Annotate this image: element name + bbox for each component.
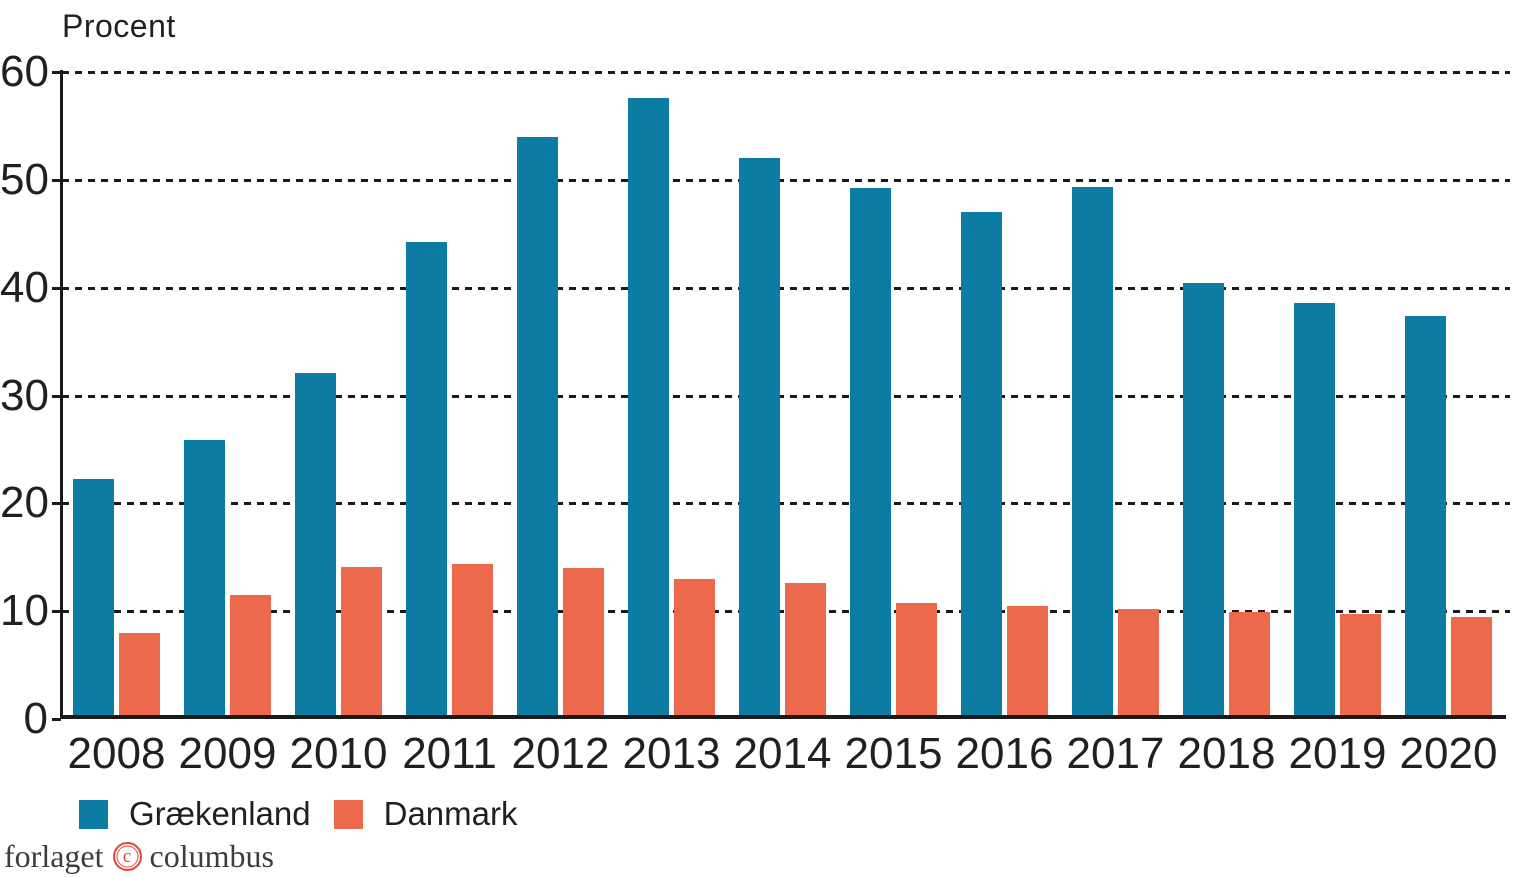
bar-grækenland-2015 <box>850 188 891 719</box>
y-tick-label-40: 40 <box>0 262 49 312</box>
bar-danmark-2018 <box>1229 612 1270 719</box>
bar-danmark-2008 <box>119 633 160 719</box>
y-tick-label-50: 50 <box>0 154 49 204</box>
bar-danmark-2020 <box>1451 617 1492 719</box>
bar-danmark-2009 <box>230 595 271 719</box>
y-axis-line <box>60 70 63 719</box>
bar-grækenland-2018 <box>1183 283 1224 719</box>
bar-grækenland-2014 <box>739 158 780 719</box>
bar-grækenland-2009 <box>184 440 225 719</box>
x-axis-line <box>60 715 1506 719</box>
bar-danmark-2016 <box>1007 606 1048 719</box>
y-tick-10 <box>52 610 61 614</box>
gridline-30 <box>62 394 1510 398</box>
bar-grækenland-2013 <box>628 98 669 719</box>
legend: Grækenland Danmark <box>79 795 517 833</box>
x-tick-label-2012: 2012 <box>511 729 610 778</box>
x-tick-label-2016: 2016 <box>955 729 1054 778</box>
y-tick-20 <box>52 502 61 506</box>
x-tick-label-2013: 2013 <box>622 729 721 778</box>
x-tick-label-2014: 2014 <box>733 729 832 778</box>
legend-swatch-danmark <box>333 799 363 829</box>
bar-grækenland-2012 <box>517 137 558 719</box>
y-tick-label-30: 30 <box>0 370 49 420</box>
x-tick-label-2008: 2008 <box>67 729 166 778</box>
x-tick-label-2020: 2020 <box>1399 729 1498 778</box>
x-tick-label-2011: 2011 <box>402 729 497 778</box>
bar-danmark-2017 <box>1118 609 1159 719</box>
publisher-logo: forlaget c columbus <box>4 838 274 875</box>
x-tick-label-2009: 2009 <box>178 729 277 778</box>
bar-grækenland-2011 <box>406 242 447 719</box>
y-tick-30 <box>52 394 61 398</box>
x-tick-label-2019: 2019 <box>1288 729 1387 778</box>
y-tick-label-10: 10 <box>0 586 49 636</box>
bar-grækenland-2020 <box>1405 316 1446 719</box>
gridline-40 <box>62 286 1510 290</box>
bar-grækenland-2016 <box>961 212 1002 719</box>
x-tick-label-2010: 2010 <box>289 729 388 778</box>
bar-danmark-2012 <box>563 568 604 719</box>
x-tick-label-2018: 2018 <box>1177 729 1276 778</box>
y-tick-40 <box>52 286 61 290</box>
y-tick-50 <box>52 178 61 182</box>
bar-danmark-2010 <box>341 567 382 719</box>
bar-danmark-2011 <box>452 564 493 719</box>
bar-grækenland-2019 <box>1294 303 1335 719</box>
bar-grækenland-2017 <box>1072 187 1113 719</box>
y-tick-label-0: 0 <box>23 694 48 743</box>
legend-label-grækenland: Grækenland <box>129 795 311 832</box>
legend-item-grækenland: Grækenland <box>79 795 311 833</box>
bar-danmark-2014 <box>785 583 826 719</box>
gridline-60 <box>62 71 1510 74</box>
publisher-logo-left: forlaget <box>4 838 104 874</box>
gridline-20 <box>62 502 1510 506</box>
bar-danmark-2015 <box>896 603 937 719</box>
x-tick-label-2017: 2017 <box>1066 729 1165 778</box>
gridline-50 <box>62 178 1510 182</box>
x-tick-label-2015: 2015 <box>844 729 943 778</box>
y-tick-0 <box>52 718 61 721</box>
legend-swatch-grækenland <box>79 799 108 829</box>
legend-label-danmark: Danmark <box>383 795 518 832</box>
legend-item-danmark: Danmark <box>333 795 518 833</box>
y-tick-label-20: 20 <box>0 478 49 528</box>
y-tick-label-60: 60 <box>0 47 49 96</box>
bar-grækenland-2010 <box>295 373 336 719</box>
bar-grækenland-2008 <box>73 479 114 719</box>
y-axis-title: Procent <box>62 8 176 44</box>
publisher-logo-right: columbus <box>149 838 274 874</box>
y-tick-60 <box>52 71 61 74</box>
bar-danmark-2013 <box>674 579 715 719</box>
plot-area <box>62 71 1510 719</box>
bar-danmark-2019 <box>1340 614 1381 719</box>
copyright-icon: c <box>112 842 142 871</box>
